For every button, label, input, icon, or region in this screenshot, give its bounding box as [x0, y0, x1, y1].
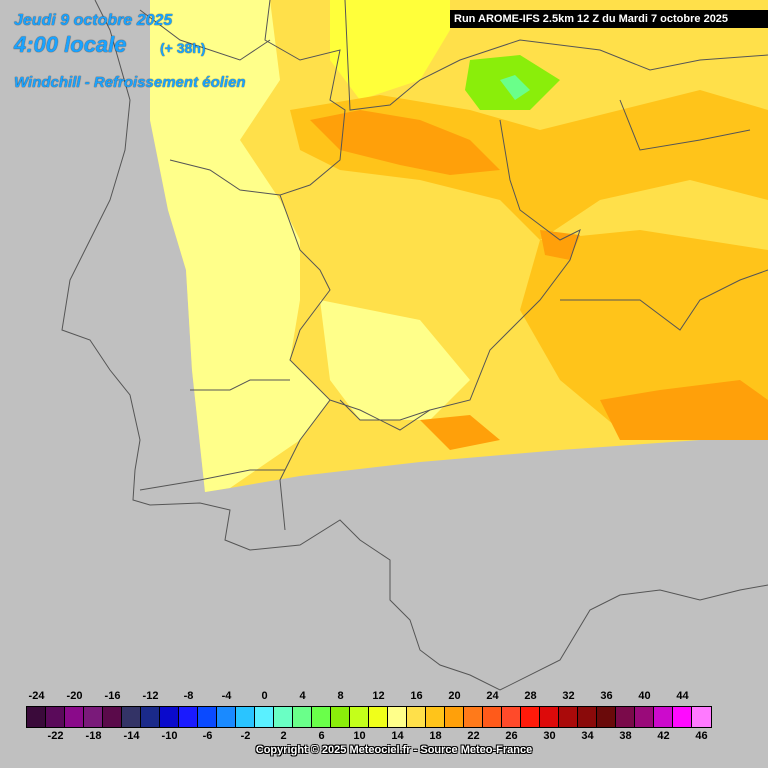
dark-orange-southeast: [600, 380, 768, 440]
legend-swatch: [350, 707, 369, 727]
legend-tick-label: -12: [142, 690, 159, 702]
legend-tick-label: 10: [353, 730, 366, 742]
border-inner-west-2: [169, 159, 281, 196]
legend-swatch: [426, 707, 445, 727]
legend-swatch: [217, 707, 236, 727]
legend-swatch: [635, 707, 654, 727]
north-pale-zone: [330, 0, 450, 100]
legend-swatch: [616, 707, 635, 727]
legend-swatch: [331, 707, 350, 727]
legend-swatch: [122, 707, 141, 727]
legend-swatch: [84, 707, 103, 727]
forecast-time: 4:00 locale: [14, 32, 127, 57]
legend-swatch: [559, 707, 578, 727]
legend-tick-label: 8: [337, 690, 344, 702]
legend-swatch: [502, 707, 521, 727]
legend-tick-label: 0: [261, 690, 268, 702]
legend-swatch: [293, 707, 312, 727]
run-info: Run AROME-IFS 2.5km 12 Z du Mardi 7 octo…: [450, 10, 768, 28]
legend-swatch: [312, 707, 331, 727]
dark-orange-south: [420, 415, 500, 450]
inland-light-zone: [320, 300, 470, 420]
border-inner-west: [139, 9, 271, 61]
legend-swatch: [103, 707, 122, 727]
border-east-region: [619, 99, 751, 151]
legend-tick-label: 44: [676, 690, 689, 702]
legend-tick-label: 26: [505, 730, 518, 742]
legend-swatch: [160, 707, 179, 727]
legend-swatch: [65, 707, 84, 727]
legend-swatch: [179, 707, 198, 727]
legend-swatch: [255, 707, 274, 727]
legend-tick-label: 40: [638, 690, 651, 702]
legend-swatch: [46, 707, 65, 727]
legend-tick-label: 24: [486, 690, 499, 702]
legend-swatch: [654, 707, 673, 727]
legend-tick-label: 46: [695, 730, 708, 742]
coastal-light-zone: [150, 0, 330, 492]
border-algarve: [139, 469, 285, 491]
legend-swatch: [692, 707, 711, 727]
legend-swatch: [407, 707, 426, 727]
legend-swatch: [521, 707, 540, 727]
legend-tick-label: 16: [410, 690, 423, 702]
legend-swatch: [27, 707, 46, 727]
border-central: [339, 119, 581, 421]
legend-tick-label: -20: [66, 690, 83, 702]
forecast-offset: (+ 38h): [160, 40, 206, 56]
dark-orange-mid: [540, 230, 580, 260]
legend-swatch: [597, 707, 616, 727]
legend-tick-label: -22: [47, 730, 64, 742]
legend-tick-label: -8: [183, 690, 194, 702]
forecast-date: Jeudi 9 octobre 2025: [14, 12, 173, 29]
legend-swatch: [388, 707, 407, 727]
legend-tick-label: 18: [429, 730, 442, 742]
copyright: Copyright © 2025 Meteociel.fr - Source M…: [255, 744, 533, 756]
legend-swatch: [483, 707, 502, 727]
legend-tick-label: 36: [600, 690, 613, 702]
color-legend: [26, 706, 712, 728]
legend-tick-label: -18: [85, 730, 102, 742]
legend-swatch: [578, 707, 597, 727]
legend-swatch: [274, 707, 293, 727]
legend-tick-label: 2: [280, 730, 287, 742]
legend-swatch: [464, 707, 483, 727]
coastline-west: [61, 0, 768, 691]
legend-swatch: [198, 707, 217, 727]
parameter-title: Windchill - Refroissement éolien: [14, 74, 246, 91]
legend-tick-label: 30: [543, 730, 556, 742]
legend-tick-label: 38: [619, 730, 632, 742]
legend-tick-label: 22: [467, 730, 480, 742]
north-green-spot: [500, 75, 530, 100]
legend-swatch: [141, 707, 160, 727]
legend-swatch: [445, 707, 464, 727]
legend-tick-label: 14: [391, 730, 404, 742]
legend-swatch: [369, 707, 388, 727]
border-andalusia: [329, 399, 431, 431]
legend-tick-label: 4: [299, 690, 306, 702]
legend-tick-label: -2: [240, 730, 251, 742]
legend-tick-label: -4: [221, 690, 232, 702]
legend-tick-label: -6: [202, 730, 213, 742]
legend-tick-label: -10: [161, 730, 178, 742]
legend-tick-label: 32: [562, 690, 575, 702]
legend-tick-label: 34: [581, 730, 594, 742]
legend-swatch: [673, 707, 692, 727]
border-north-region: [344, 0, 768, 111]
legend-tick-label: 6: [318, 730, 325, 742]
portugal-spain-border: [264, 0, 346, 531]
dark-orange-north: [310, 110, 500, 175]
legend-tick-label: -14: [123, 730, 140, 742]
border-southern: [560, 269, 768, 331]
legend-tick-label: 12: [372, 690, 385, 702]
legend-tick-label: -24: [28, 690, 45, 702]
legend-swatch: [540, 707, 559, 727]
legend-tick-label: 42: [657, 730, 670, 742]
legend-tick-label: 20: [448, 690, 461, 702]
border-lower-west: [190, 379, 290, 391]
legend-tick-label: -16: [104, 690, 121, 702]
legend-swatch: [236, 707, 255, 727]
legend-tick-label: 28: [524, 690, 537, 702]
